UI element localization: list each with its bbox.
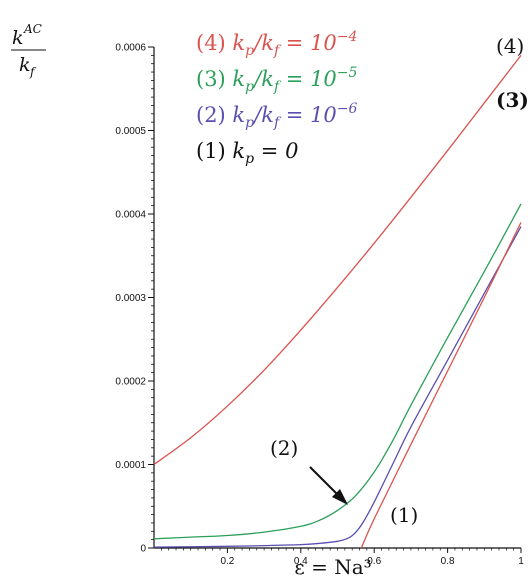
y-tick-label: 0.0002 (115, 377, 146, 388)
series-line-4 (153, 54, 522, 466)
annotation-curve-4: (4) (496, 34, 524, 58)
annotation-arrow (309, 466, 348, 505)
legend-entry-2: (2) kp​/kf​ = 10−6​ (196, 101, 358, 131)
legend: (4) kp​/kf​ = 10−4​ (3) kp​/kf​ = 10−5​ (2… (196, 29, 358, 167)
series-line-2 (153, 226, 522, 548)
legend-entry-4: (4) kp​/kf​ = 10−4​ (196, 29, 357, 59)
x-tick-label: 0.6 (367, 556, 381, 567)
series-line-3 (153, 203, 522, 540)
svg-text:f: f (29, 65, 37, 79)
annotation-curve-2: (2) (270, 436, 298, 460)
svg-text:AC: AC (23, 22, 42, 36)
annotation-curve-1: (1) (390, 503, 418, 527)
x-tick-label: 0.4 (294, 556, 308, 567)
y-tick-label: 0.0004 (115, 210, 146, 221)
y-tick-label: 0 (140, 544, 146, 555)
ticks: 0 0.0001 0.0002 0.0003 0.0004 0.0005 0.0006 0.2… (115, 43, 524, 568)
legend-entry-1: (1) kp​ = 0 (196, 139, 298, 167)
x-tick-label: 0.2 (220, 556, 234, 567)
svg-text:k: k (19, 54, 31, 76)
x-tick-label: 1 (518, 556, 524, 567)
series-line-1 (360, 222, 522, 549)
x-tick-label: 0.8 (441, 556, 455, 567)
svg-text:k: k (12, 27, 24, 49)
y-axis-label: k AC k f (11, 22, 46, 79)
y-tick-label: 0.0006 (115, 43, 146, 54)
y-tick-label: 0.0003 (115, 293, 146, 304)
y-tick-label: 0.0001 (115, 460, 146, 471)
x-axis-label: ε = Na³ (294, 555, 371, 576)
series-layer (153, 54, 522, 549)
legend-entry-3: (3) kp​/kf​ = 10−5​ (196, 65, 358, 95)
y-tick-label: 0.0005 (115, 126, 146, 137)
annotation-curve-3: (3) (496, 88, 529, 112)
